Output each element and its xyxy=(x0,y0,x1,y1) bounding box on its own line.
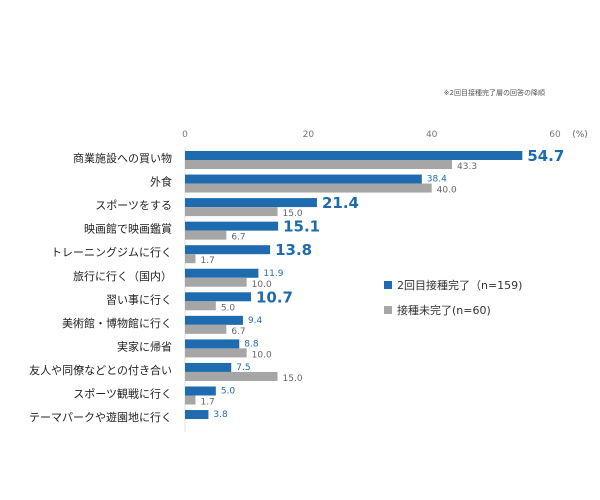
bar-unvaccinated xyxy=(185,324,227,334)
data-label-unvaccinated: 15.0 xyxy=(283,209,303,219)
bar-unvaccinated xyxy=(185,371,278,381)
category-label: 友人や同僚などとの付き合い xyxy=(29,363,172,377)
data-label-vaccinated: 7.5 xyxy=(236,363,250,373)
x-tick-label: 0 xyxy=(182,130,188,140)
data-label-unvaccinated: 40.0 xyxy=(437,186,457,196)
bar-vaccinated xyxy=(185,362,232,372)
bar-unvaccinated xyxy=(185,230,227,240)
x-tick-label: 20 xyxy=(303,130,315,140)
bar-vaccinated xyxy=(185,221,279,231)
category-label: スポーツ観戦に行く xyxy=(73,387,172,401)
x-tick-label: 60 xyxy=(549,130,561,140)
bar-vaccinated xyxy=(185,245,271,255)
data-label-unvaccinated: 5.0 xyxy=(221,303,236,313)
category-label: 商業施設への買い物 xyxy=(73,151,172,165)
data-label-vaccinated: 8.8 xyxy=(244,339,259,349)
category-label: スポーツをする xyxy=(95,199,172,212)
category-label: トレーニングジムに行く xyxy=(51,245,172,259)
bar-vaccinated xyxy=(185,151,523,160)
data-label-vaccinated: 38.4 xyxy=(427,175,447,185)
legend-swatch xyxy=(384,306,392,314)
data-label-vaccinated: 3.8 xyxy=(213,410,228,420)
data-label-unvaccinated: 10.0 xyxy=(252,350,272,360)
bar-unvaccinated xyxy=(185,395,196,405)
x-tick-label: 40 xyxy=(426,130,438,140)
legend-swatch xyxy=(384,281,392,289)
bar-vaccinated xyxy=(185,315,243,325)
bar-vaccinated xyxy=(185,174,422,184)
category-label: 外食 xyxy=(150,175,172,189)
data-label-unvaccinated: 10.0 xyxy=(252,280,272,290)
data-label-vaccinated: 15.1 xyxy=(283,218,320,236)
bar-vaccinated xyxy=(185,268,259,278)
data-label-vaccinated: 13.8 xyxy=(275,241,312,259)
bar-unvaccinated xyxy=(185,254,196,264)
data-label-vaccinated: 5.0 xyxy=(221,387,236,397)
bar-vaccinated xyxy=(185,386,216,396)
bar-unvaccinated xyxy=(185,160,453,169)
category-label: 美術館・博物館に行く xyxy=(62,316,172,330)
bar-vaccinated xyxy=(185,292,251,302)
category-label: 実家に帰省 xyxy=(117,339,172,353)
bar-unvaccinated xyxy=(185,207,278,217)
unit-label: (%) xyxy=(572,130,588,140)
bar-unvaccinated xyxy=(185,348,247,358)
category-label: 旅行に行く（国内） xyxy=(73,269,172,283)
data-label-unvaccinated: 15.0 xyxy=(283,374,303,384)
data-label-vaccinated: 54.7 xyxy=(527,147,564,165)
data-label-vaccinated: 11.9 xyxy=(263,269,283,279)
bar-vaccinated xyxy=(185,410,209,420)
data-label-unvaccinated: 43.3 xyxy=(457,162,477,172)
data-label-unvaccinated: 6.7 xyxy=(231,327,245,337)
legend-label: 2回目接種完了（n=159) xyxy=(397,278,522,292)
category-label: 映画館で映画鑑賞 xyxy=(84,222,172,236)
bar-unvaccinated xyxy=(185,301,216,311)
data-label-vaccinated: 9.4 xyxy=(248,316,263,326)
bar-vaccinated xyxy=(185,339,240,349)
data-label-unvaccinated: 6.7 xyxy=(231,233,245,243)
category-label: テーマパークや遊園地に行く xyxy=(29,410,172,424)
category-label: 習い事に行く xyxy=(106,293,172,306)
bar-unvaccinated xyxy=(185,277,247,287)
chart-note: ※2回目接種完了層の回答の降順 xyxy=(444,88,545,97)
bar-vaccinated xyxy=(185,198,317,208)
data-label-unvaccinated: 1.7 xyxy=(200,256,214,266)
data-label-vaccinated: 21.4 xyxy=(322,194,359,212)
data-label-vaccinated: 10.7 xyxy=(256,288,293,306)
data-label-unvaccinated: 1.7 xyxy=(200,398,214,408)
legend-label: 接種未完了(n=60) xyxy=(397,303,491,317)
bar-unvaccinated xyxy=(185,183,432,193)
